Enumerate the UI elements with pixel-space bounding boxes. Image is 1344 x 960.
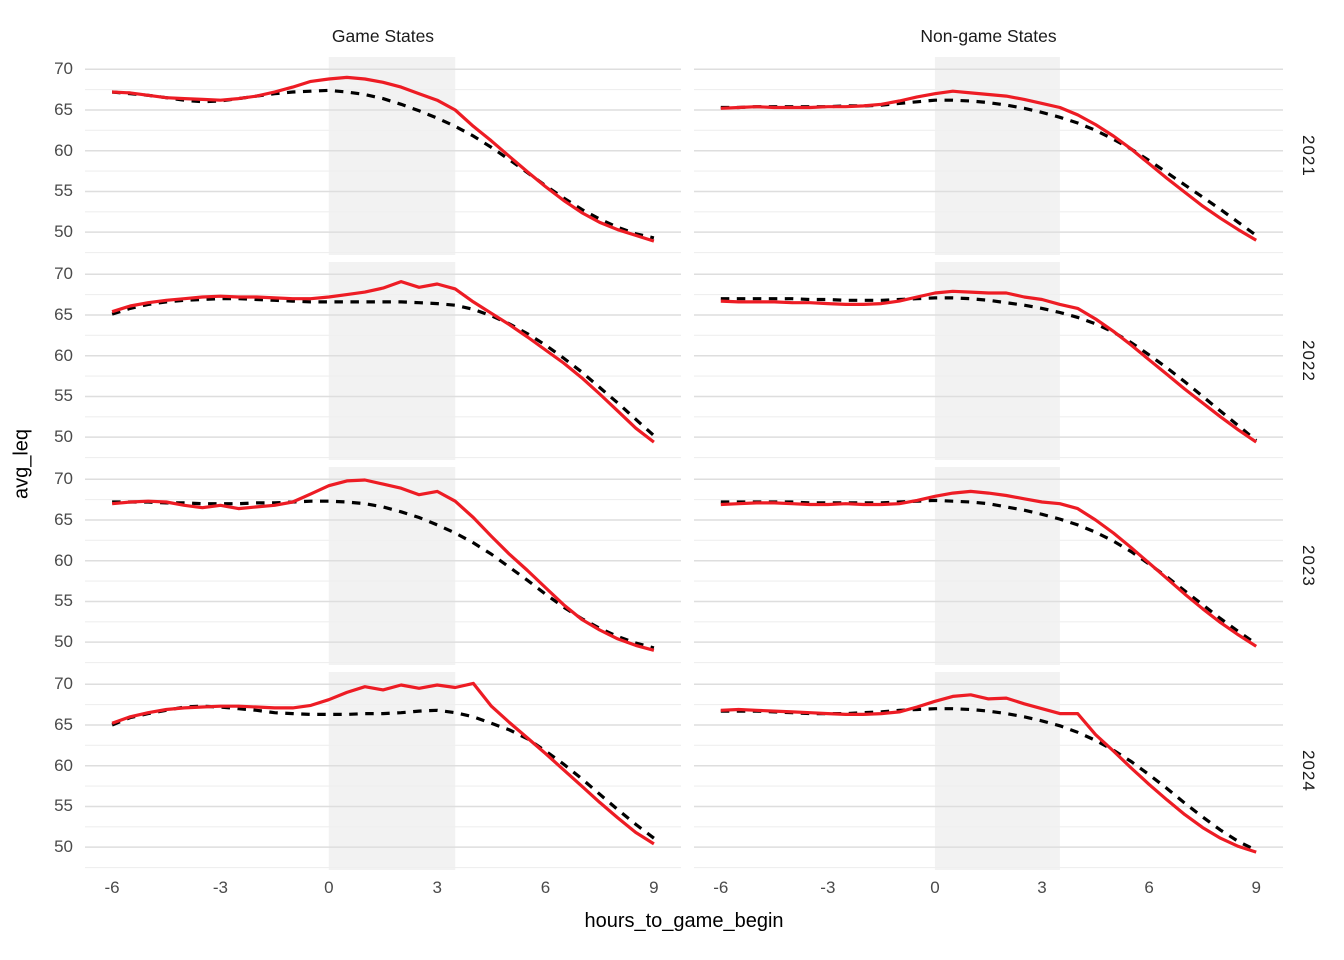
x-tick-label: -6 [104, 878, 120, 897]
strip-label-2022: 2022 [1299, 340, 1318, 382]
game-window-shading [328, 262, 456, 460]
panel-2022-non-game-states [694, 262, 1283, 460]
panel-2021-game-states [85, 57, 681, 255]
x-tick-labels-left: -6 -3 0 3 6 9 [85, 878, 681, 902]
solid-red-line [720, 89, 1258, 242]
x-tick-label: 3 [1037, 878, 1047, 897]
y-tick-label: 60 [54, 140, 73, 160]
panel-2024-game-states [85, 672, 681, 870]
y-tick-label: 70 [54, 469, 73, 489]
strip-label-2021: 2021 [1299, 135, 1318, 177]
dashed-black-line [111, 88, 655, 240]
game-window-shading [328, 467, 456, 665]
x-tick-label: -3 [212, 878, 229, 897]
y-tick-labels-2022: 70 65 60 55 50 [0, 262, 79, 460]
x-axis-title: hours_to_game_begin [584, 910, 784, 932]
y-tick-labels-2021: 70 65 60 55 50 [0, 57, 79, 255]
x-tick-label: 6 [1144, 878, 1154, 897]
solid-red-line [720, 693, 1257, 854]
solid-red-line [111, 681, 655, 846]
dashed-black-line [111, 704, 655, 840]
y-tick-label: 65 [54, 99, 73, 119]
y-tick-label: 55 [54, 591, 73, 611]
y-tick-label: 55 [54, 796, 73, 816]
column-title-game-states: Game States [331, 26, 435, 46]
dashed-black-line [720, 707, 1257, 852]
panel-2022-game-states [85, 262, 681, 460]
strip-label-2024: 2024 [1299, 750, 1318, 792]
y-tick-label: 70 [54, 674, 73, 694]
solid-red-line [720, 289, 1258, 444]
solid-red-line [111, 280, 655, 444]
game-window-shading [934, 467, 1060, 665]
y-tick-label: 50 [54, 837, 73, 857]
y-tick-label: 65 [54, 509, 73, 529]
y-tick-label: 50 [54, 632, 73, 652]
strip-label-2023: 2023 [1299, 545, 1318, 587]
panel-2023-game-states [85, 467, 681, 665]
y-tick-label: 50 [54, 427, 73, 447]
game-window-shading [328, 57, 456, 255]
y-tick-label: 55 [54, 386, 73, 406]
panel-2023-non-game-states [694, 467, 1283, 665]
x-tick-labels-right: -6 -3 0 3 6 9 [694, 878, 1283, 902]
y-tick-label: 60 [54, 755, 73, 775]
y-tick-label: 60 [54, 550, 73, 570]
x-tick-label: -3 [820, 878, 836, 897]
x-tick-label: 3 [432, 878, 442, 897]
solid-red-line [112, 75, 655, 243]
x-tick-label: 9 [649, 878, 659, 897]
y-tick-label: 65 [54, 304, 73, 324]
column-title-non-game-states: Non-game States [920, 26, 1057, 46]
y-tick-label: 55 [54, 181, 73, 201]
game-window-shading [934, 672, 1060, 870]
x-tick-label: -6 [713, 878, 729, 897]
y-tick-labels-2024: 70 65 60 55 50 [0, 672, 79, 870]
panel-2021-non-game-states [694, 57, 1283, 255]
x-tick-label: 0 [324, 878, 334, 897]
solid-red-line [720, 489, 1258, 648]
game-window-shading [934, 57, 1060, 255]
x-tick-label: 6 [540, 878, 551, 897]
y-tick-labels-2023: 70 65 60 55 50 [0, 467, 79, 665]
game-window-shading [328, 672, 456, 870]
y-tick-label: 65 [54, 714, 73, 734]
y-tick-label: 50 [54, 222, 73, 242]
y-tick-label: 70 [54, 264, 73, 284]
dashed-black-line [111, 297, 655, 437]
y-tick-label: 70 [54, 59, 73, 79]
panel-2024-non-game-states [694, 672, 1283, 870]
x-tick-label: 0 [930, 878, 940, 897]
solid-red-line [111, 478, 655, 652]
y-tick-label: 60 [54, 345, 73, 365]
x-tick-label: 9 [1251, 878, 1261, 897]
